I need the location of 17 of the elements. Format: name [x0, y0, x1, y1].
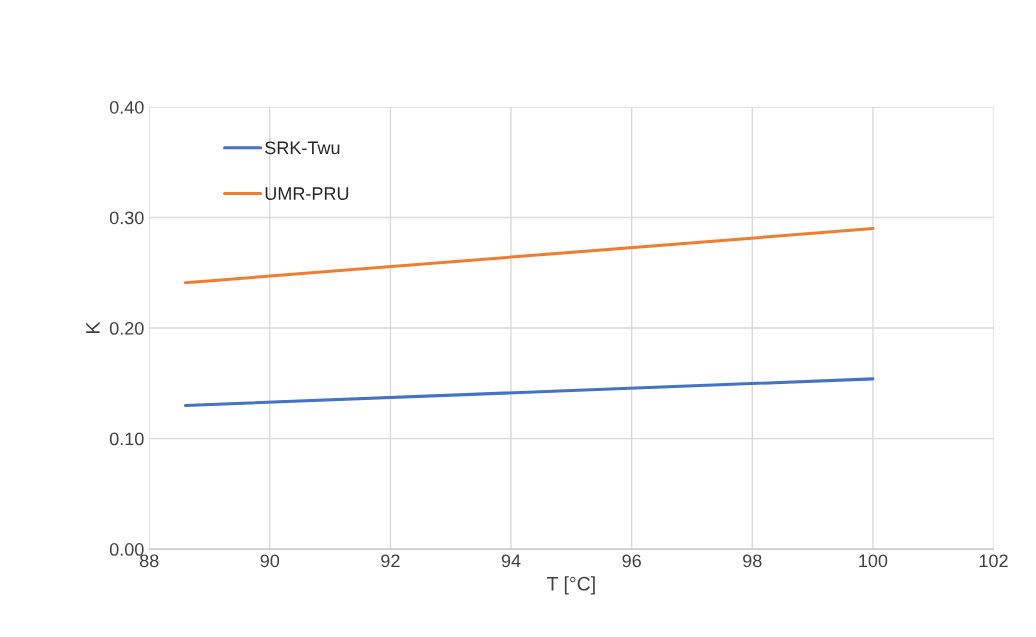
x-tick-label: 90 [260, 554, 280, 568]
x-axis-title: T [°C] [547, 576, 595, 595]
y-tick-label: 0.30 [109, 211, 144, 225]
x-tick-label: 88 [139, 554, 159, 568]
y-tick-label: 0.40 [109, 100, 144, 114]
x-tick-label: 92 [381, 554, 400, 568]
legend-label: UMR-PRU [265, 187, 349, 200]
y-axis-title: K [86, 321, 100, 333]
y-tick-label: 0.20 [109, 321, 144, 335]
x-tick-label: 102 [979, 554, 1008, 568]
x-tick-label: 98 [743, 554, 762, 568]
x-tick-label: 94 [501, 554, 521, 568]
legend-label: SRK-Twu [265, 141, 340, 155]
x-tick-label: 96 [622, 554, 641, 568]
y-tick-label: 0.00 [109, 543, 144, 556]
y-tick-label: 0.10 [109, 432, 144, 446]
x-tick-label: 100 [859, 554, 888, 568]
